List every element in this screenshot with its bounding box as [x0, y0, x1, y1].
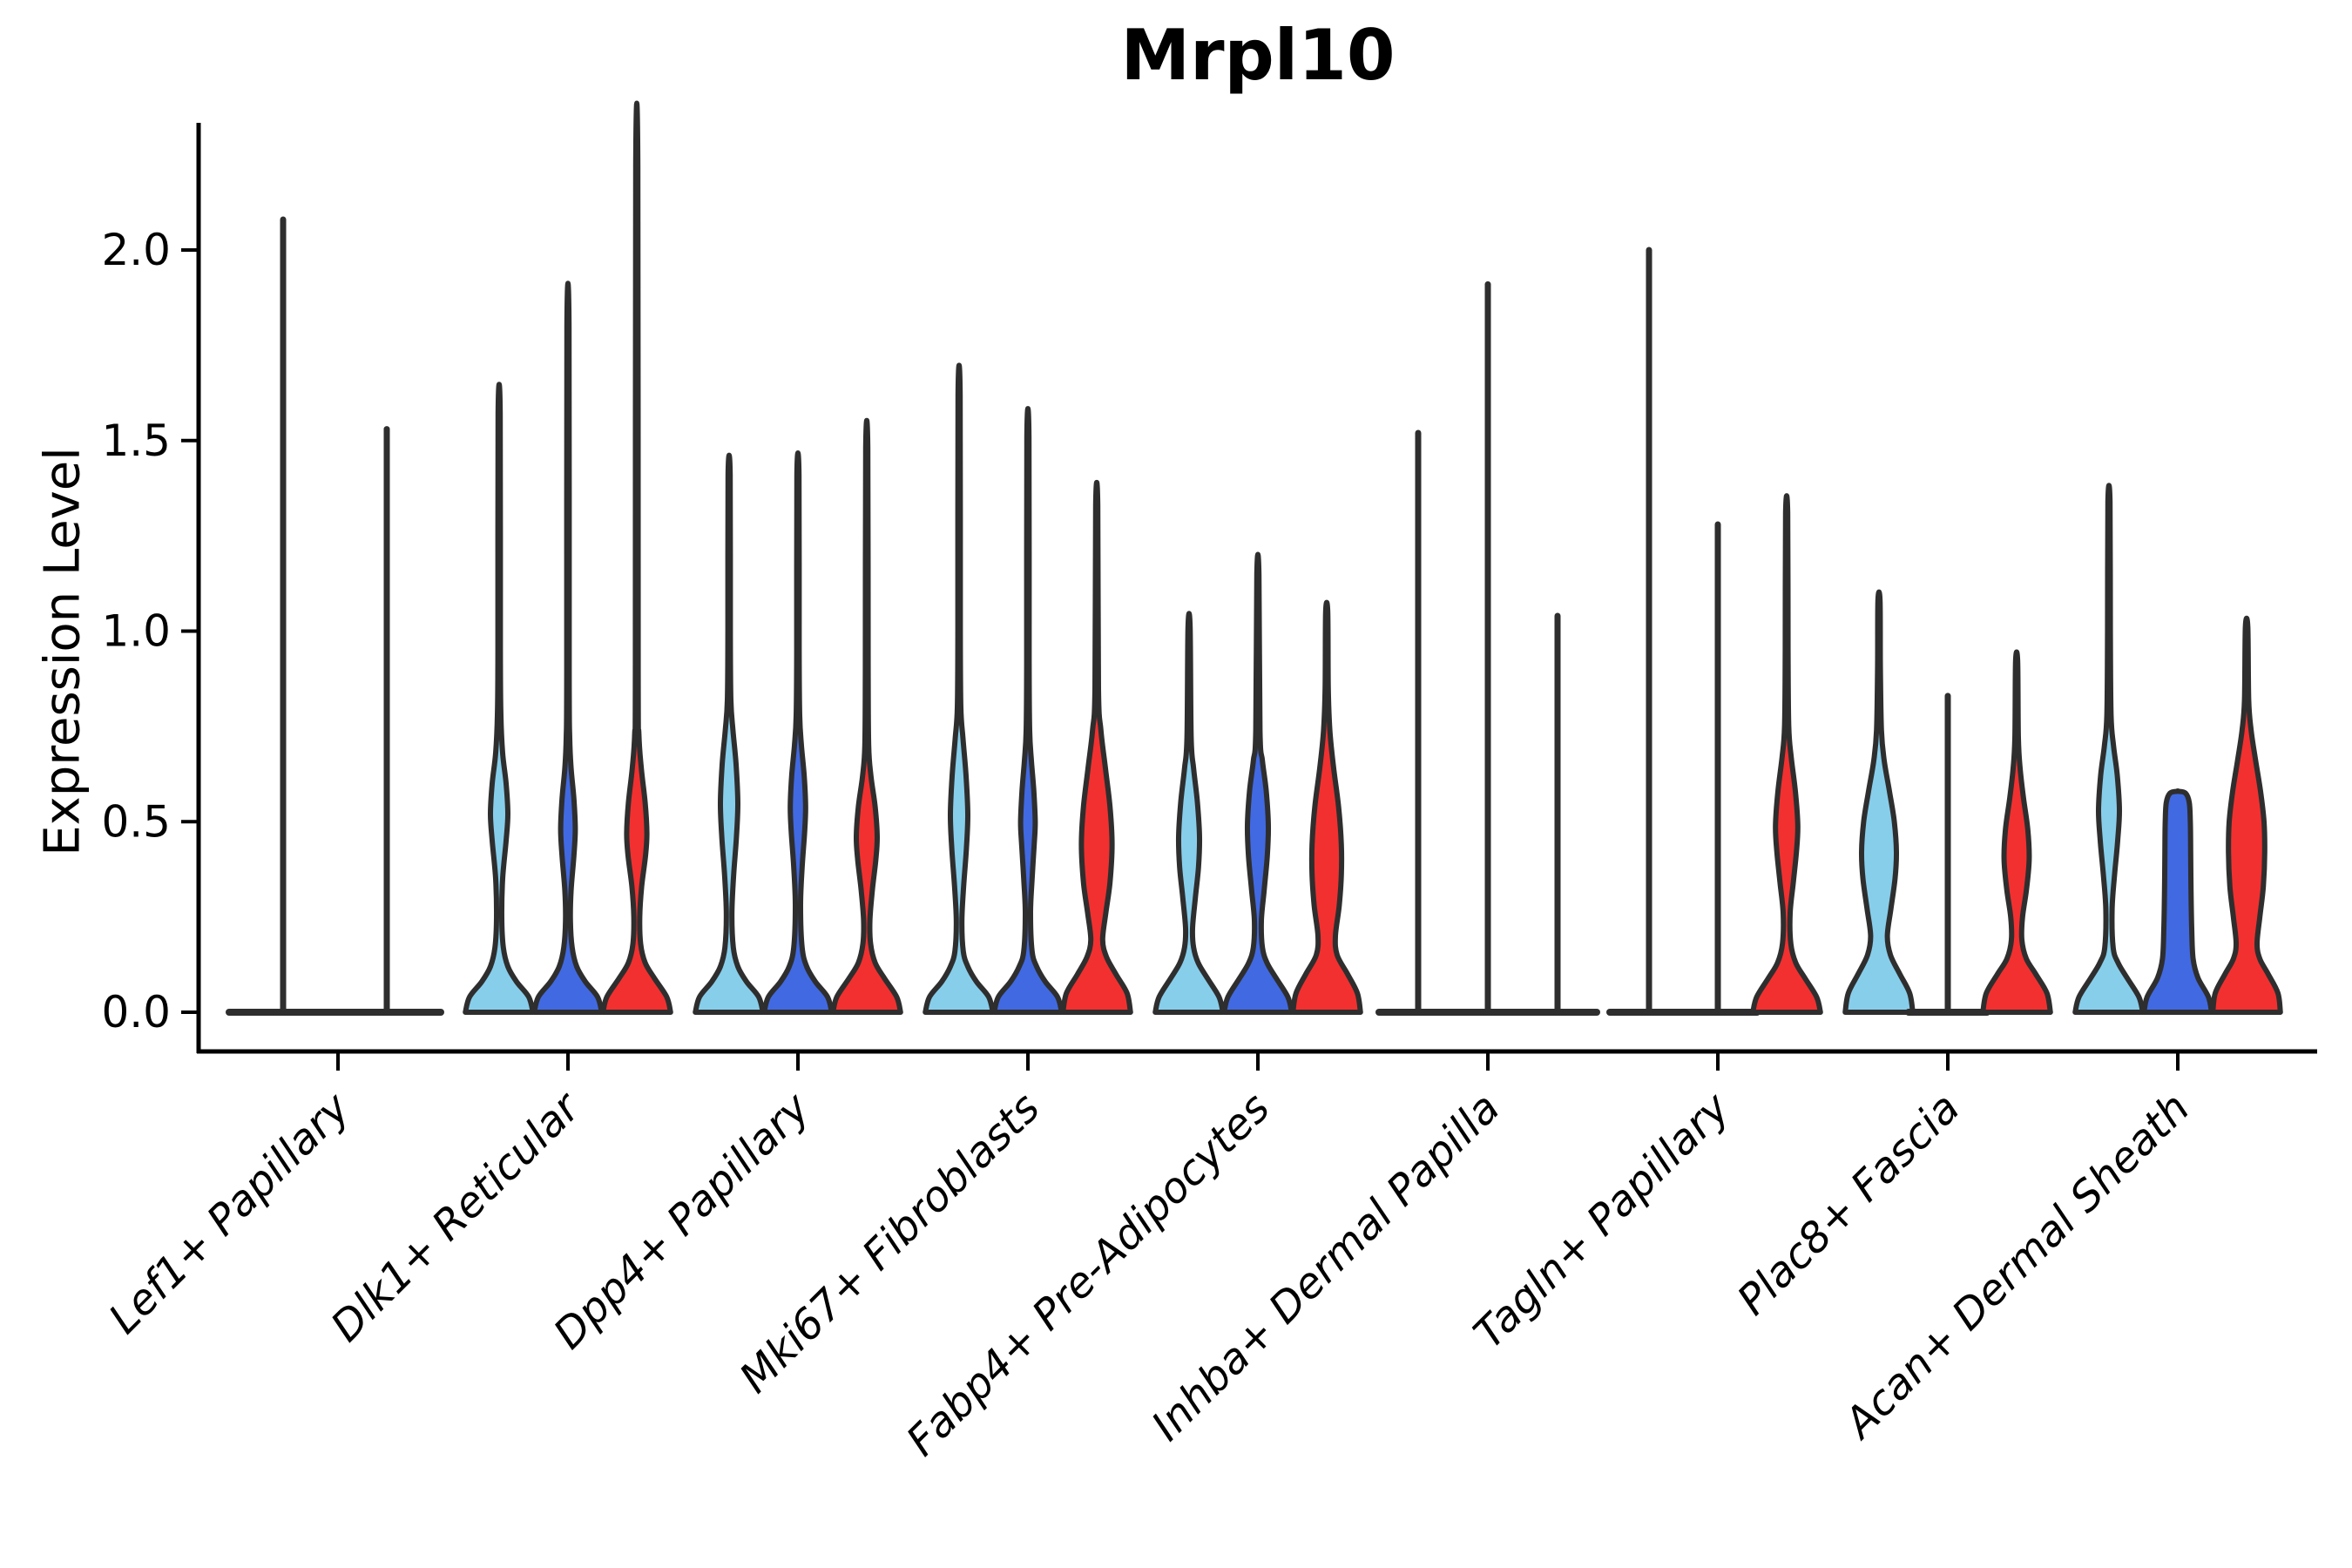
x-tick-label: Lef1+ Papillary: [99, 1083, 360, 1343]
violin-body: [761, 450, 835, 1015]
chart-title: Mrpl10: [1120, 15, 1396, 96]
y-tick-label: 1.5: [101, 416, 171, 466]
violin-body: [1221, 551, 1294, 1015]
x-tick-label: Dlk1+ Reticular: [321, 1082, 591, 1352]
x-tick-label: Fabp4+ Pre-Adipocytes: [897, 1084, 1280, 1466]
y-tick-label: 1.0: [101, 606, 171, 657]
y-axis-title: Expression Level: [34, 447, 91, 856]
y-tick-label: 0.5: [101, 796, 171, 847]
violin-body: [1060, 480, 1133, 1015]
violin-body: [2141, 788, 2214, 1015]
violin-body: [991, 406, 1064, 1015]
y-tick-label: 0.0: [101, 987, 171, 1037]
violin-body: [923, 362, 996, 1015]
y-tick-label: 2.0: [101, 225, 171, 275]
violin-body: [531, 280, 605, 1015]
x-tick-label: Plac8+ Fascia: [1728, 1084, 1970, 1325]
violin-body: [1290, 599, 1363, 1015]
violin-body: [693, 452, 766, 1015]
violin-body: [1750, 493, 1823, 1015]
violin-body: [1980, 649, 2053, 1015]
violin-body: [830, 417, 903, 1015]
violin-body: [463, 382, 536, 1015]
violin-body: [1152, 611, 1226, 1015]
x-tick-label: Tagln+ Papillary: [1464, 1083, 1740, 1358]
violin-body: [2210, 615, 2283, 1015]
violin-body: [600, 100, 673, 1015]
x-tick-label: Dpp4+ Papillary: [544, 1083, 820, 1358]
violin-body: [2072, 483, 2146, 1015]
violin-body: [1842, 589, 1916, 1015]
